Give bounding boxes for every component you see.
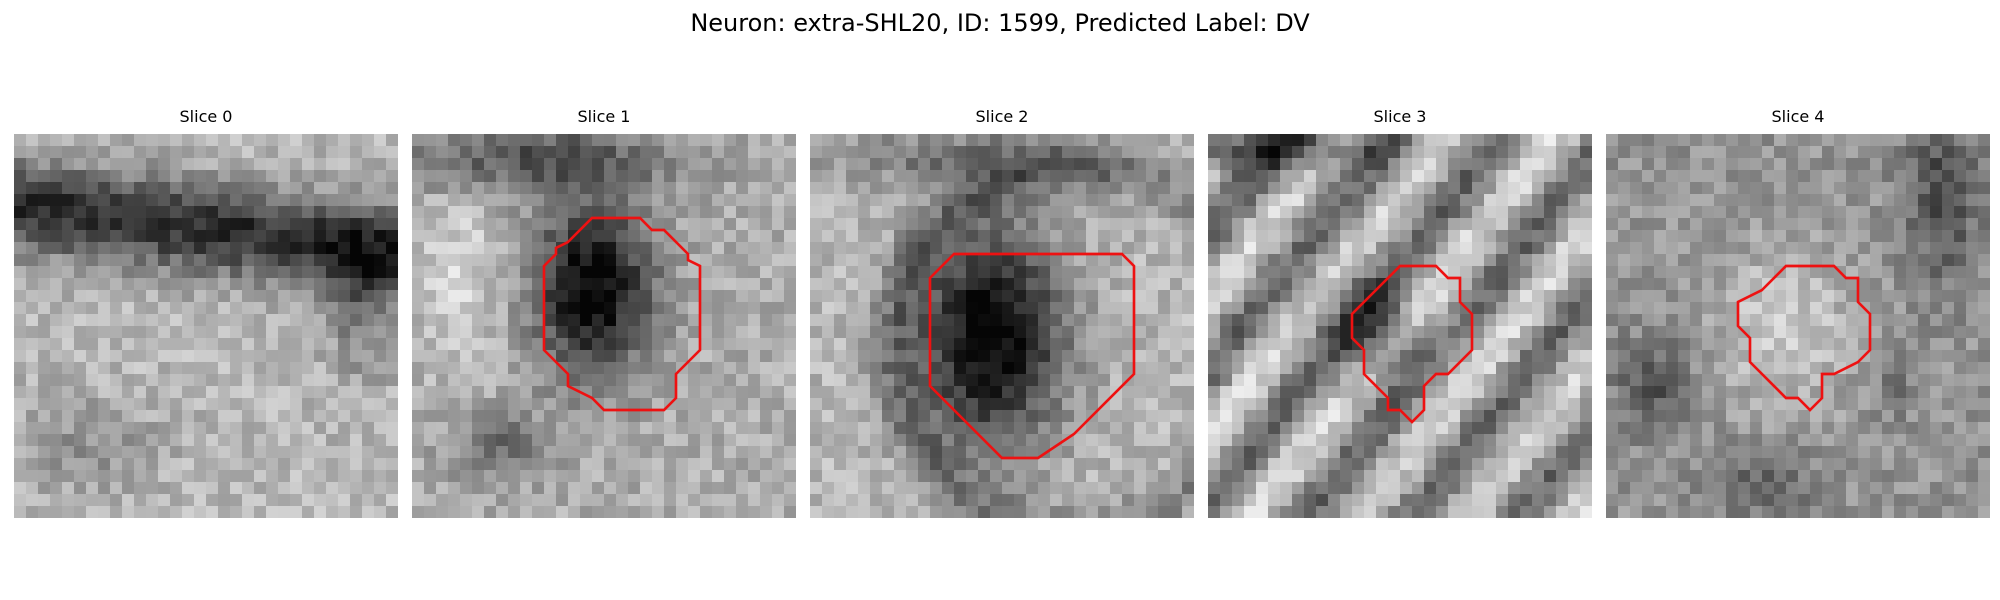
- slice-image: [1606, 134, 1990, 518]
- slice-image: [1208, 134, 1592, 518]
- slice-title: Slice 0: [179, 107, 233, 126]
- segmentation-contour: [928, 252, 1136, 460]
- slice-title: Slice 2: [975, 107, 1029, 126]
- slice-image: [810, 134, 1194, 518]
- segmentation-contour: [1350, 264, 1474, 424]
- slice-image: [412, 134, 796, 518]
- slice-title: Slice 4: [1771, 107, 1825, 126]
- segmentation-contour: [1736, 264, 1872, 412]
- slice-image: [14, 134, 398, 518]
- figure-title: Neuron: extra-SHL20, ID: 1599, Predicted…: [690, 9, 1310, 37]
- slice-title: Slice 3: [1373, 107, 1427, 126]
- slice-title: Slice 1: [577, 107, 631, 126]
- segmentation-contour: [542, 216, 702, 412]
